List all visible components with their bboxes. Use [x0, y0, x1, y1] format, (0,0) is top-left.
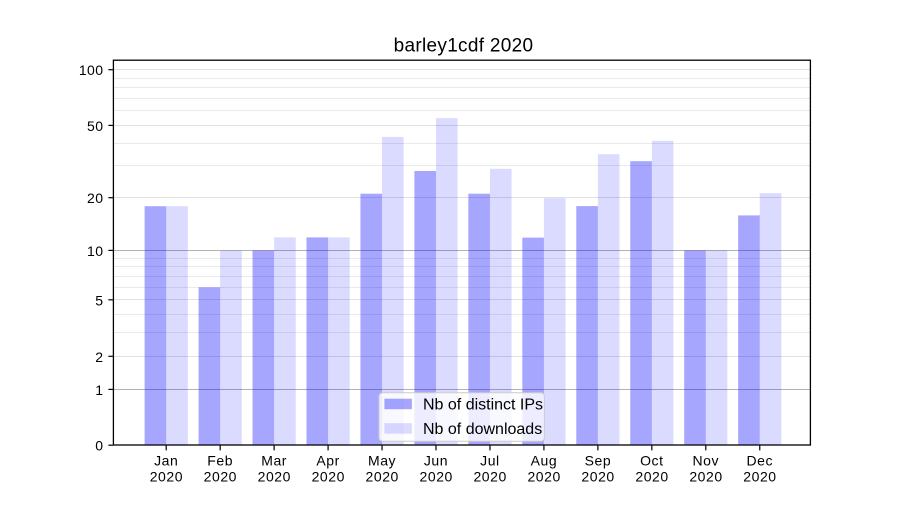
svg-text:100: 100: [79, 62, 104, 78]
svg-text:Sep: Sep: [585, 453, 612, 469]
svg-text:Nov: Nov: [693, 453, 720, 469]
svg-text:50: 50: [87, 118, 103, 134]
svg-text:2020: 2020: [689, 468, 722, 484]
svg-text:Jun: Jun: [424, 453, 448, 469]
svg-text:Dec: Dec: [746, 453, 773, 469]
svg-text:1: 1: [95, 382, 103, 398]
svg-text:2020: 2020: [473, 468, 506, 484]
svg-text:Jul: Jul: [480, 453, 500, 469]
svg-text:Mar: Mar: [261, 453, 287, 469]
svg-text:2020: 2020: [204, 468, 237, 484]
svg-text:Oct: Oct: [640, 453, 663, 469]
svg-text:2020: 2020: [258, 468, 291, 484]
svg-text:May: May: [368, 453, 396, 469]
svg-text:Nb of downloads: Nb of downloads: [423, 421, 542, 438]
svg-text:2020: 2020: [420, 468, 453, 484]
svg-text:5: 5: [95, 292, 103, 308]
svg-text:Jan: Jan: [154, 453, 178, 469]
svg-text:Aug: Aug: [531, 453, 558, 469]
svg-text:10: 10: [87, 243, 103, 259]
svg-text:Feb: Feb: [207, 453, 233, 469]
svg-text:20: 20: [87, 190, 103, 206]
svg-text:2020: 2020: [527, 468, 560, 484]
svg-text:2020: 2020: [366, 468, 399, 484]
svg-text:2020: 2020: [581, 468, 614, 484]
svg-text:2020: 2020: [635, 468, 668, 484]
svg-text:Nb of distinct IPs: Nb of distinct IPs: [423, 396, 543, 413]
svg-text:0: 0: [95, 438, 103, 454]
svg-text:2: 2: [95, 349, 103, 365]
svg-text:barley1cdf 2020: barley1cdf 2020: [394, 36, 534, 57]
svg-text:2020: 2020: [312, 468, 345, 484]
svg-text:2020: 2020: [743, 468, 776, 484]
svg-text:Apr: Apr: [316, 453, 339, 469]
svg-text:2020: 2020: [150, 468, 183, 484]
